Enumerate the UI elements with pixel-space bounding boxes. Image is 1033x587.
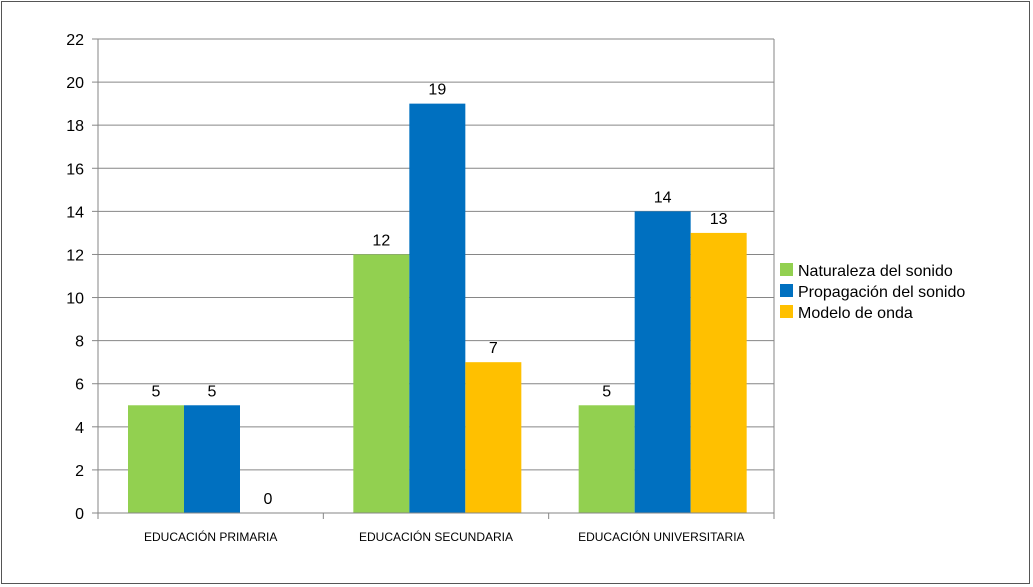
- bar: [578, 405, 635, 513]
- y-tick-label: 16: [66, 161, 84, 178]
- bar-value-label: 5: [602, 383, 611, 400]
- y-tick-label: 10: [66, 291, 84, 308]
- y-tick-label: 6: [75, 377, 84, 394]
- bar-value-label: 7: [489, 340, 498, 357]
- bar: [353, 254, 410, 514]
- bar-value-label: 12: [372, 232, 390, 249]
- y-tick-label: 22: [66, 32, 84, 49]
- data-labels: 5 5 0 12 19 7 5 14 13: [152, 82, 728, 508]
- y-tick-label: 12: [66, 247, 84, 264]
- bar: [128, 405, 184, 513]
- bar: [634, 211, 691, 513]
- y-tick-label: 0: [75, 506, 84, 523]
- legend-swatch: [780, 284, 793, 297]
- legend-label: Propagación del sonido: [798, 284, 965, 301]
- bars: [128, 103, 747, 514]
- bar: [184, 405, 240, 513]
- x-category-label: EDUCACIÓN SECUNDARIA: [359, 529, 513, 544]
- bar: [465, 362, 522, 513]
- bar-value-label: 5: [152, 383, 161, 400]
- bar-value-label: 13: [710, 211, 728, 228]
- bar-value-label: 19: [428, 82, 446, 99]
- legend-swatch: [780, 263, 793, 276]
- y-tick-label: 20: [66, 75, 84, 92]
- axes: 0 2 4 6 8 10 12 14 16 18 20 22 EDUCACIÓN PRIMARIA EDU…: [66, 32, 775, 544]
- y-tick-label: 2: [75, 463, 84, 480]
- legend: Naturaleza del sonido Propagación del son…: [780, 263, 965, 322]
- bar-value-label: 0: [264, 491, 273, 508]
- legend-label: Naturaleza del sonido: [798, 263, 953, 280]
- y-tick-label: 14: [66, 204, 84, 221]
- legend-swatch: [780, 305, 793, 318]
- y-tick-label: 18: [66, 118, 84, 135]
- bar-value-label: 5: [208, 383, 217, 400]
- x-category-label: EDUCACIÓN UNIVERSITARIA: [578, 529, 744, 544]
- bar-value-label: 14: [654, 189, 672, 206]
- bar: [409, 103, 466, 514]
- x-category-label: EDUCACIÓN PRIMARIA: [144, 529, 277, 544]
- bar: [690, 232, 747, 513]
- y-tick-label: 8: [75, 334, 84, 351]
- legend-label: Modelo de onda: [798, 305, 913, 322]
- y-tick-label: 4: [75, 420, 84, 437]
